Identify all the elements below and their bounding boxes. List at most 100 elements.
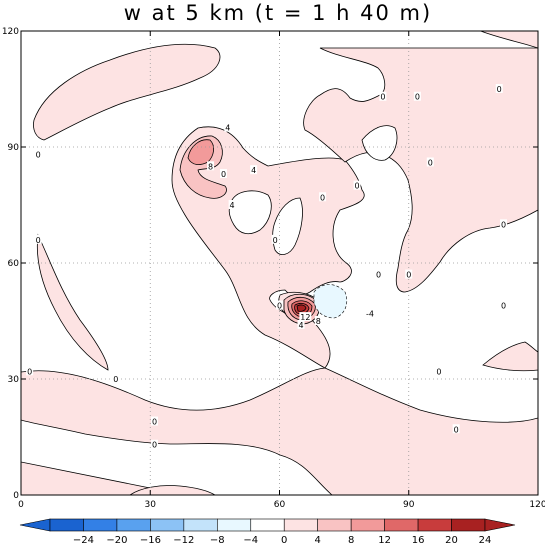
contour-label-bg — [314, 316, 322, 325]
contour-label: 0 — [454, 425, 459, 434]
colorbar-segment — [451, 518, 486, 532]
contour-label: 0 — [355, 182, 360, 191]
colorbar-arrow-left — [19, 518, 51, 532]
y-tick-label: 90 — [8, 143, 20, 153]
colorbar-label: 0 — [281, 535, 287, 546]
x-tick-label: 0 — [18, 500, 24, 510]
zero-w-holes — [228, 125, 398, 255]
contour-label-bg — [151, 439, 159, 449]
contour-label: 0 — [497, 85, 502, 94]
colorbar-segment — [283, 518, 318, 532]
contour-label-bg — [353, 180, 361, 190]
colorbar-label: 12 — [378, 535, 391, 546]
colorbar-segment — [83, 518, 118, 532]
contour-label-bg — [297, 319, 305, 329]
contour-label: 0 — [277, 302, 282, 311]
colorbar-label: 8 — [348, 535, 354, 546]
contour-label: -4 — [366, 309, 374, 318]
y-tick-label: 120 — [2, 27, 19, 37]
colorbar-label: −12 — [173, 535, 194, 546]
contour-label-bg — [26, 366, 34, 376]
colorbar-segment — [150, 518, 185, 532]
contour-label: 8 — [208, 162, 213, 171]
contour-label-bg — [224, 122, 232, 132]
contour-label: 0 — [501, 302, 506, 311]
y-tick-label: 30 — [8, 375, 20, 385]
x-tick-label: 30 — [145, 500, 157, 510]
contour-label: 0 — [436, 367, 441, 376]
colorbar-segment — [350, 518, 385, 532]
x-tick-label: 60 — [274, 500, 286, 510]
contour-label-bg — [405, 269, 413, 279]
contour-label: 8 — [316, 317, 321, 326]
contour-labels: 0 0 0 0 0 0 0 0 0 0 0 0 0 0 0 0 0 0 0 0 0 4 4 4 8 12 8 4 -4 — [26, 84, 508, 450]
contour-label: 0 — [36, 236, 41, 245]
contour-label-bg — [500, 219, 508, 229]
contour-label-bg — [276, 300, 283, 310]
contour-label-bg — [299, 312, 312, 322]
contour-label: 4 — [298, 321, 303, 330]
contour-label: 0 — [27, 367, 32, 376]
y-tick-label: 0 — [13, 491, 19, 501]
colorbar-segment — [183, 518, 218, 532]
contour-label: 0 — [380, 93, 385, 102]
colorbar-segment — [250, 518, 285, 532]
colorbar-label: 20 — [445, 535, 458, 546]
contour-label-bg — [271, 234, 279, 244]
contour-label-bg — [207, 161, 215, 171]
contour-label-bg — [375, 269, 383, 279]
contour-label: 0 — [152, 418, 157, 427]
contour-label-bg — [319, 192, 327, 202]
colorbar-label: −8 — [210, 535, 225, 546]
contour-label-bg — [500, 300, 508, 310]
contour-label-bg — [435, 366, 443, 376]
colorbar-segment — [217, 518, 252, 532]
contour-label: 0 — [113, 375, 118, 384]
contour-label: 4 — [230, 201, 235, 210]
downdraft-region — [313, 284, 348, 319]
colorbar: −24 −20 −16 −12 −8 −4 0 4 8 12 16 20 24 — [19, 518, 516, 546]
colorbar-label: −20 — [106, 535, 127, 546]
y-tick-label: 60 — [8, 259, 20, 269]
colorbar-segment — [384, 518, 419, 532]
contour-label-bg — [151, 416, 159, 426]
contour-label: 4 — [251, 166, 256, 175]
colorbar-label: 16 — [412, 535, 425, 546]
contour-label-bg — [363, 308, 376, 318]
contour-label-bg — [452, 424, 460, 434]
contour-label-bg — [426, 157, 434, 167]
colorbar-segment — [49, 518, 84, 532]
colorbar-arrow-right — [484, 518, 516, 532]
colorbar-segment — [116, 518, 151, 532]
colorbar-segment — [417, 518, 452, 532]
contour-label: 0 — [376, 271, 381, 280]
contour-label: 0 — [152, 441, 157, 450]
contour-label: 0 — [221, 170, 226, 179]
contour-label-bg — [413, 91, 421, 101]
contour-label: 0 — [320, 193, 325, 202]
contour-label: 0 — [36, 151, 41, 160]
colorbar-segment — [317, 518, 352, 532]
colorbar-label: −16 — [140, 535, 161, 546]
contour-label: 4 — [225, 124, 230, 133]
contour-label-bg — [379, 91, 387, 101]
contour-label-bg — [495, 84, 503, 93]
contour-label-bg — [34, 149, 42, 159]
contour-label: 12 — [300, 313, 310, 322]
contour-label-bg — [34, 234, 42, 244]
colorbar-label: −24 — [73, 535, 94, 546]
colorbar-label: 24 — [479, 535, 492, 546]
contour-label-bg — [250, 165, 258, 175]
contour-label-bg — [228, 200, 236, 209]
contour-label: 0 — [501, 220, 506, 229]
contour-label: 0 — [415, 93, 420, 102]
colorbar-label: −4 — [243, 535, 258, 546]
contour-label-bg — [219, 169, 227, 179]
chart-title: w at 5 km (t = 1 h 40 m) — [124, 1, 432, 25]
x-tick-label: 90 — [403, 500, 415, 510]
x-tick-label: 120 — [529, 500, 545, 510]
grid-lines — [21, 31, 538, 495]
plot-area — [21, 31, 538, 495]
